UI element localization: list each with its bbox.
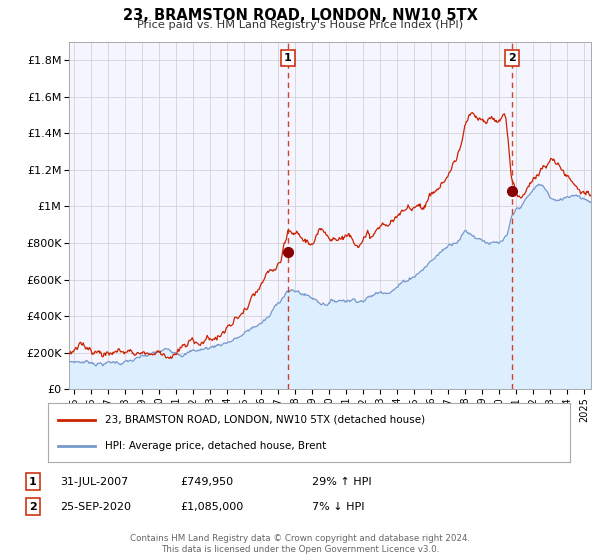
Text: 1: 1 [29,477,37,487]
Text: 29% ↑ HPI: 29% ↑ HPI [312,477,371,487]
Text: 23, BRAMSTON ROAD, LONDON, NW10 5TX (detached house): 23, BRAMSTON ROAD, LONDON, NW10 5TX (det… [106,414,425,424]
Text: Contains HM Land Registry data © Crown copyright and database right 2024.: Contains HM Land Registry data © Crown c… [130,534,470,543]
Text: 2: 2 [29,502,37,512]
Text: Price paid vs. HM Land Registry's House Price Index (HPI): Price paid vs. HM Land Registry's House … [137,20,463,30]
Text: This data is licensed under the Open Government Licence v3.0.: This data is licensed under the Open Gov… [161,545,439,554]
Text: £749,950: £749,950 [180,477,233,487]
Text: HPI: Average price, detached house, Brent: HPI: Average price, detached house, Bren… [106,441,326,451]
Text: 23, BRAMSTON ROAD, LONDON, NW10 5TX: 23, BRAMSTON ROAD, LONDON, NW10 5TX [122,8,478,24]
Text: £1,085,000: £1,085,000 [180,502,243,512]
Text: 1: 1 [284,53,292,63]
Text: 25-SEP-2020: 25-SEP-2020 [60,502,131,512]
Text: 2: 2 [508,53,515,63]
Text: 7% ↓ HPI: 7% ↓ HPI [312,502,365,512]
Text: 31-JUL-2007: 31-JUL-2007 [60,477,128,487]
